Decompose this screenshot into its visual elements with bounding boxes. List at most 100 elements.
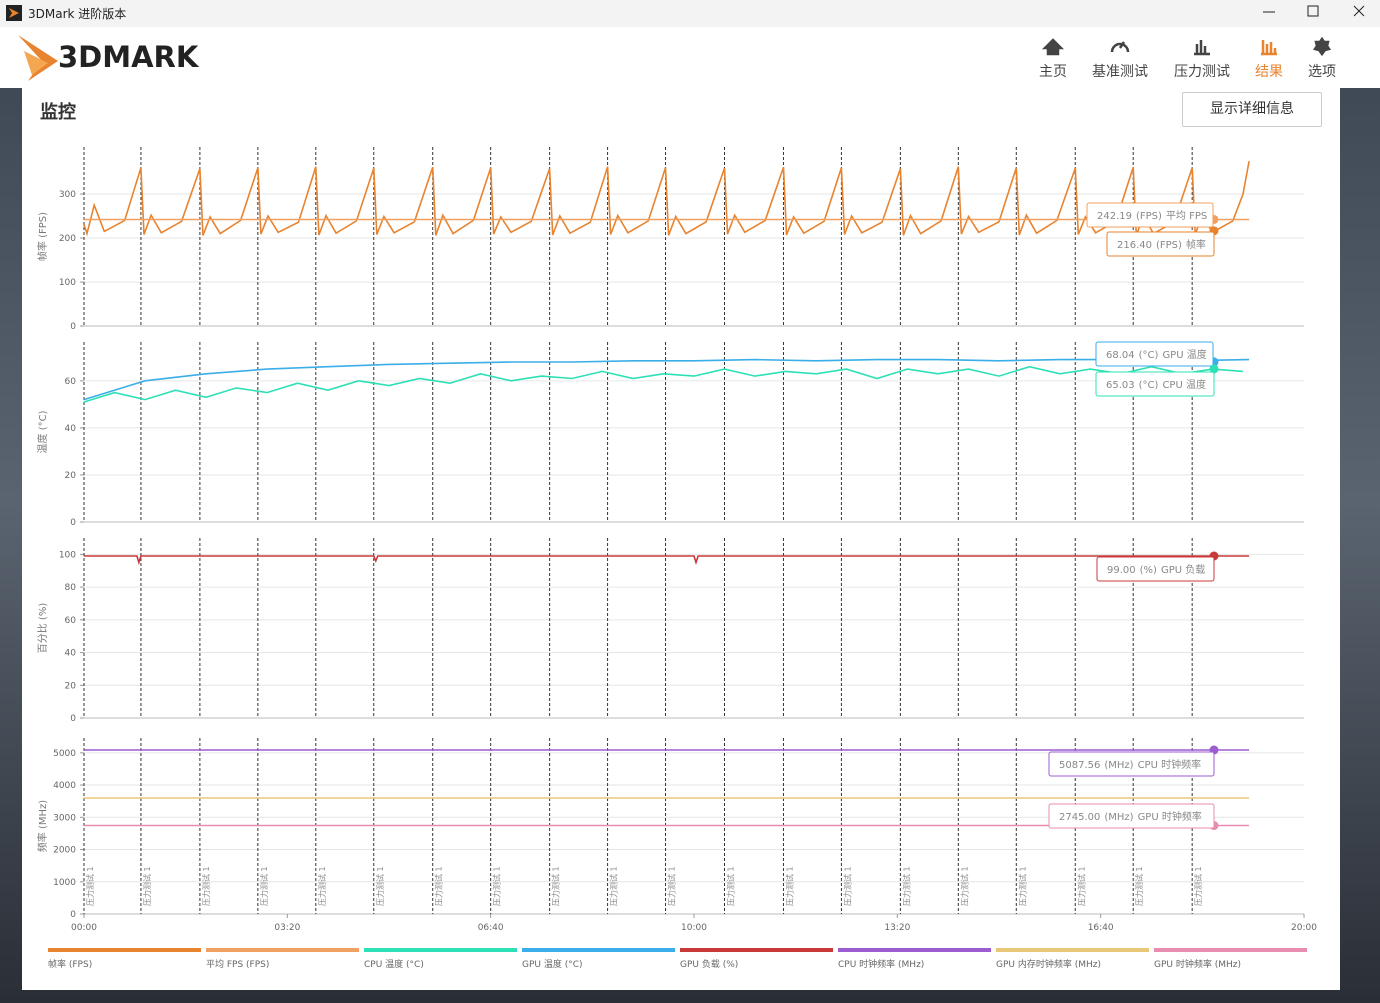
x-tick-label: 10:00: [681, 923, 707, 933]
legend-swatch: [522, 948, 675, 952]
legend-label: CPU 温度 (°C): [364, 958, 424, 970]
app-icon: [6, 5, 22, 21]
legend-label: GPU 时钟频率 (MHz): [1154, 958, 1241, 970]
tooltip-value: 242.19: [1097, 211, 1132, 222]
tooltip-text: 2745.00 (MHz) GPU 时钟频率: [1059, 810, 1202, 823]
series-line: [84, 555, 1250, 566]
y-tick-label: 4000: [53, 781, 76, 791]
y-tick-label: 0: [70, 714, 76, 724]
tooltip-name: 平均 FPS: [1166, 210, 1207, 222]
nav-label: 主页: [1039, 64, 1067, 80]
tooltip-value: 5087.56: [1059, 760, 1100, 771]
tooltip-box: [1096, 556, 1215, 582]
tooltip-text: 5087.56 (MHz) CPU 时钟频率: [1059, 758, 1201, 771]
y-axis-label: 帧率 (FPS): [36, 212, 49, 261]
y-tick-label: 3000: [53, 813, 76, 823]
y-tick-label: 60: [65, 377, 77, 387]
tooltip-unit: (%): [1140, 565, 1157, 576]
y-tick-label: 1000: [53, 878, 76, 888]
test-marker-label: 压力测试 1: [784, 866, 794, 906]
close[interactable]: [1353, 5, 1365, 17]
nav-item[interactable]: 选项: [1282, 35, 1362, 81]
x-tick-label: 00:00: [71, 923, 97, 933]
series-line: [83, 160, 1250, 237]
tooltip-text: 68.04 (°C) GPU 温度: [1106, 348, 1207, 361]
tooltip-text: 216.40 (FPS) 帧率: [1117, 238, 1206, 251]
nav-icon: [1312, 36, 1332, 57]
tooltip-box: [1048, 751, 1215, 777]
y-tick-label: 80: [65, 583, 77, 593]
tooltip-unit: (MHz): [1104, 812, 1133, 823]
nav-item[interactable]: 结果: [1229, 35, 1309, 81]
nav-item[interactable]: 主页: [1013, 35, 1093, 81]
y-tick-label: 20: [65, 681, 77, 691]
test-marker-label: 压力测试 1: [959, 866, 969, 906]
y-tick-label: 40: [65, 424, 77, 434]
test-marker-label: 压力测试 1: [726, 866, 736, 906]
nav-item[interactable]: 压力测试: [1162, 35, 1242, 81]
window-controls: [1263, 5, 1365, 17]
test-marker-label: 压力测试 1: [492, 866, 502, 906]
tooltip-unit: (°C): [1139, 380, 1159, 391]
tooltip-name: GPU 时钟频率: [1138, 810, 1202, 823]
y-tick-label: 300: [59, 190, 76, 200]
test-marker-label: 压力测试 1: [434, 866, 444, 906]
test-marker-label: 压力测试 1: [609, 866, 619, 906]
nav-label: 结果: [1255, 64, 1283, 80]
test-marker-label: 压力测试 1: [85, 866, 95, 906]
tooltip-text: 99.00 (%) GPU 负载: [1107, 563, 1205, 576]
nav-item[interactable]: 基准测试: [1080, 35, 1160, 81]
y-axis-label: 频率 (MHz): [36, 800, 49, 852]
y-tick-label: 100: [59, 278, 76, 288]
tooltip-value: 216.40: [1117, 240, 1152, 251]
y-axis-label: 温度 (°C): [36, 410, 49, 453]
header: 3DMARK 主页 基准测试 压力测试 结果 选项: [0, 27, 1380, 88]
window-title: 3DMark 进阶版本: [28, 7, 127, 21]
x-tick-label: 06:40: [478, 923, 504, 933]
y-tick-label: 200: [59, 234, 76, 244]
test-marker-label: 压力测试 1: [1076, 866, 1086, 906]
tooltip-value: 68.04: [1106, 350, 1135, 361]
cursor-dot: [1209, 364, 1219, 374]
tooltip-unit: (FPS): [1136, 211, 1162, 222]
tooltip-text: 242.19 (FPS) 平均 FPS: [1097, 210, 1207, 222]
tooltip-name: GPU 负载: [1161, 563, 1205, 576]
tooltip-name: CPU 温度: [1162, 378, 1206, 391]
nav-icon: [1041, 38, 1065, 56]
logo: 3DMARK: [58, 40, 199, 74]
legend-label: GPU 负载 (%): [680, 958, 738, 970]
tooltip-value: 65.03: [1106, 380, 1135, 391]
section-title: 监控: [40, 102, 76, 123]
legend-swatch: [1154, 948, 1307, 952]
y-tick-label: 5000: [53, 749, 76, 759]
y-tick-label: 40: [65, 649, 77, 659]
logo-mark: [18, 35, 58, 81]
test-marker-label: 压力测试 1: [375, 866, 385, 906]
test-marker-label: 压力测试 1: [667, 866, 677, 906]
tooltip-value: 2745.00: [1059, 812, 1100, 823]
tooltip-box: [1086, 202, 1214, 228]
tooltip-text: 65.03 (°C) CPU 温度: [1106, 378, 1206, 391]
nav-icon: [1261, 40, 1277, 56]
y-tick-label: 60: [65, 616, 77, 626]
nav-label: 基准测试: [1092, 64, 1148, 80]
test-marker-label: 压力测试 1: [259, 866, 269, 906]
legend-label: CPU 时钟频率 (MHz): [838, 958, 924, 970]
x-tick-label: 13:20: [884, 923, 910, 933]
tooltip-name: CPU 时钟频率: [1138, 758, 1202, 771]
legend-label: 平均 FPS (FPS): [206, 958, 269, 970]
series-line: [83, 358, 1250, 401]
y-tick-label: 0: [70, 910, 76, 920]
legend-label: GPU 温度 (°C): [522, 958, 583, 970]
tooltip-value: 99.00: [1107, 565, 1136, 576]
y-tick-label: 20: [65, 471, 77, 481]
y-tick-label: 100: [59, 550, 76, 560]
legend-swatch: [996, 948, 1149, 952]
nav-label: 压力测试: [1174, 64, 1230, 80]
details-button[interactable]: 显示详细信息: [1182, 92, 1322, 127]
test-marker-label: 压力测试 1: [901, 866, 911, 906]
test-marker-label: 压力测试 1: [142, 866, 152, 906]
x-tick-label: 20:00: [1291, 923, 1317, 933]
maximize[interactable]: [1307, 5, 1319, 17]
x-tick-label: 03:20: [274, 923, 300, 933]
